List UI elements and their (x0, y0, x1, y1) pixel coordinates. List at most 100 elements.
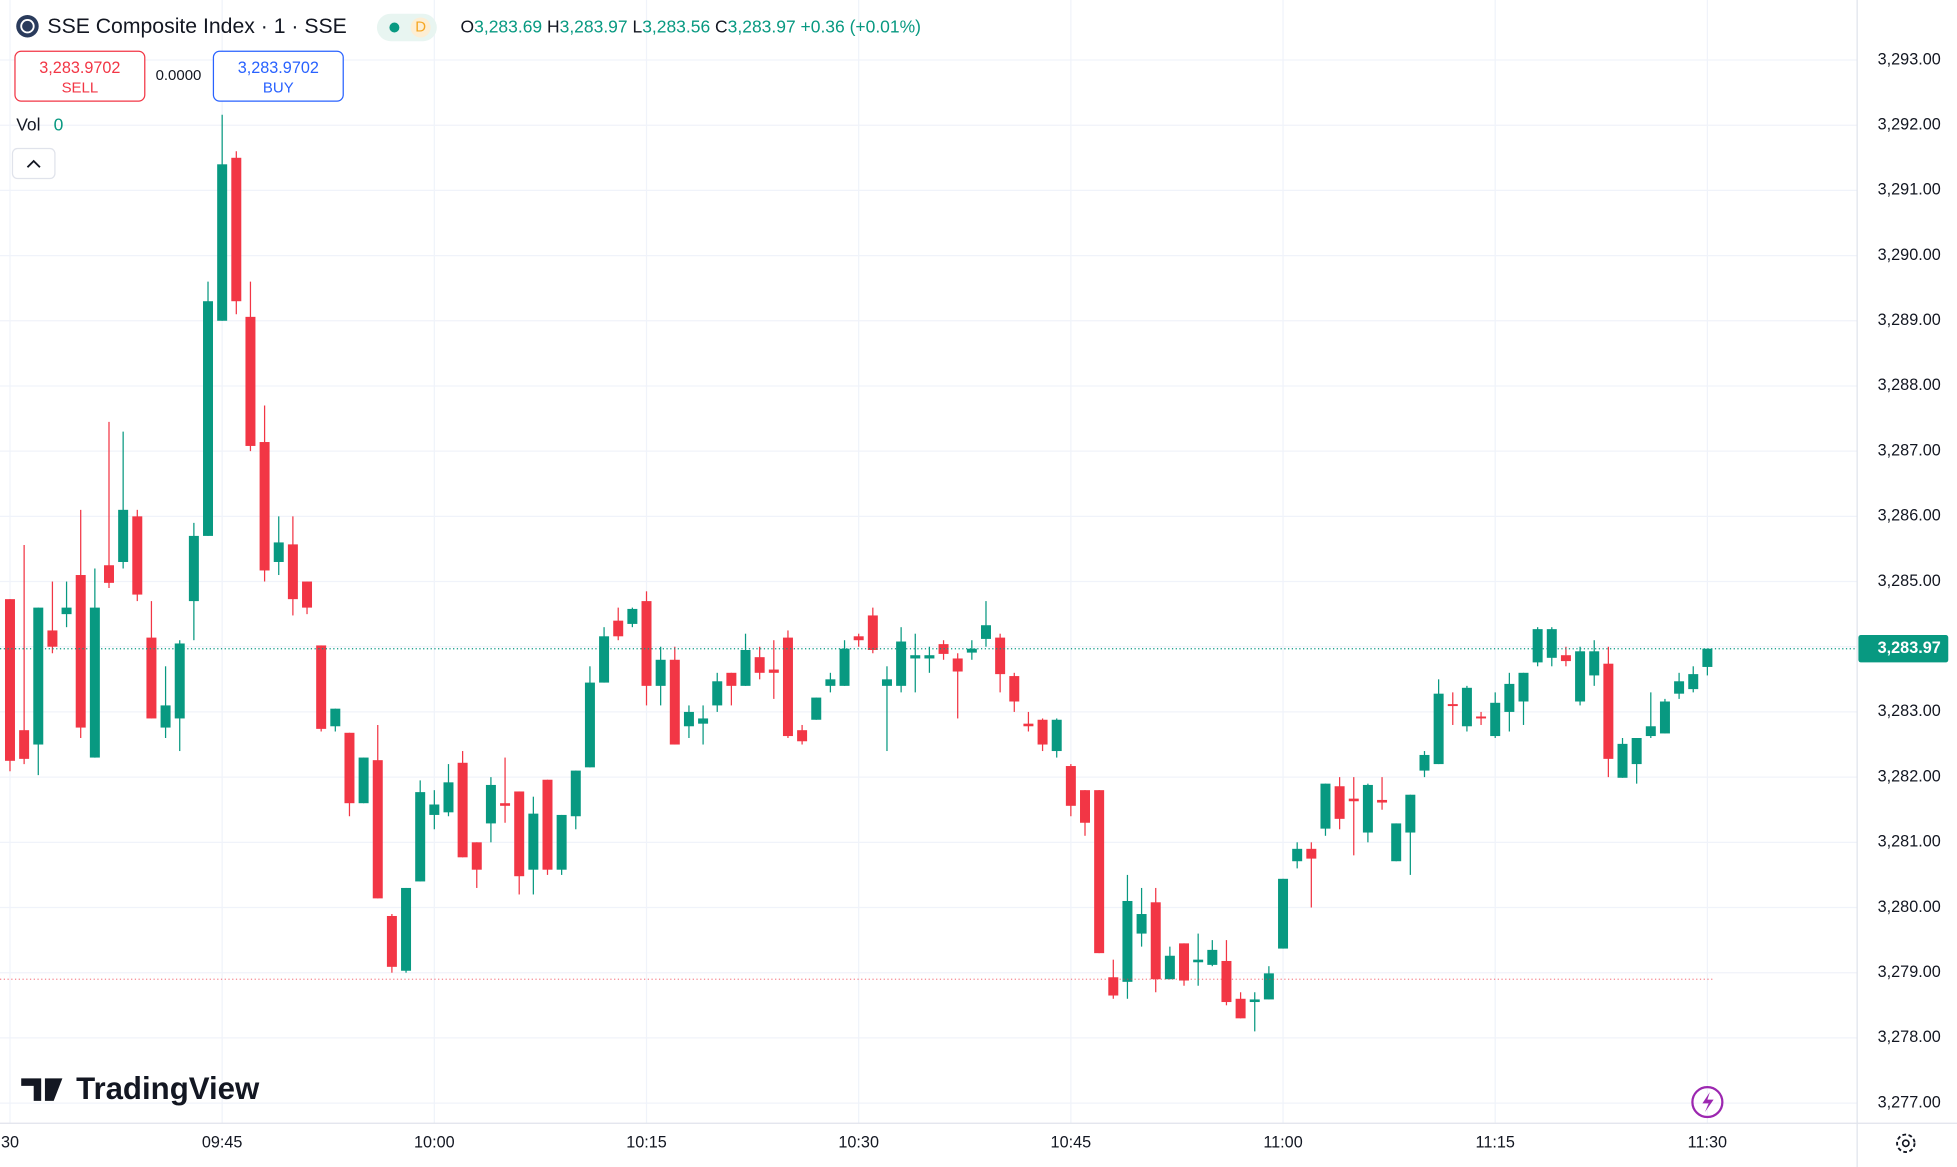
candle-body (627, 608, 638, 624)
candle-body (924, 655, 935, 659)
last-price-box (1858, 634, 1949, 663)
candle-body (358, 757, 369, 804)
candle-body (1518, 672, 1529, 702)
candle-body (995, 637, 1006, 675)
candle-body (1292, 848, 1303, 862)
spread: 0.0000 (156, 67, 202, 84)
x-tick-label: 30 (1, 1134, 19, 1152)
ohlc-key: C (715, 16, 728, 36)
sell-price: 3,283.9702 (39, 59, 120, 77)
candle-body (4, 599, 15, 761)
y-tick-label: 3,280.00 (1878, 898, 1941, 916)
candle-body (584, 682, 595, 768)
candle-body (1688, 674, 1699, 690)
candle-body (768, 669, 779, 673)
volume-value: 0 (54, 115, 64, 135)
candle-body (75, 575, 86, 728)
candle-body (471, 842, 482, 870)
symbol-title[interactable]: SSE Composite Index · 1 · SSE (47, 15, 346, 38)
candle-body (160, 705, 171, 728)
candle-body (797, 730, 808, 742)
candle-body (302, 581, 313, 608)
candle-body (514, 791, 525, 877)
ohlc-value: 3,283.69 (474, 16, 542, 36)
candle-body (1136, 914, 1147, 934)
candle-body (740, 649, 751, 686)
candle-body (33, 607, 44, 745)
candle-body (1320, 783, 1331, 829)
candle-body (443, 782, 454, 813)
candle-body (1546, 629, 1557, 658)
candle-body (273, 542, 284, 562)
candle-body (1080, 790, 1090, 823)
candle-body (867, 615, 878, 650)
y-tick-label: 3,282.00 (1878, 767, 1941, 785)
symbol-icon-inner (20, 19, 35, 34)
candle-body (500, 803, 511, 806)
candle-body (1377, 799, 1388, 803)
candle-body (825, 679, 836, 686)
y-tick-label: 3,292.00 (1878, 115, 1941, 133)
candle-body (1589, 651, 1600, 676)
buy-button[interactable] (212, 50, 344, 102)
y-tick-label: 3,287.00 (1878, 441, 1941, 459)
collapse-icon (26, 159, 41, 168)
candle-body (1122, 900, 1133, 982)
candle-body (1575, 651, 1586, 702)
collapse-button[interactable] (11, 147, 56, 180)
candle-body (1461, 687, 1472, 727)
ohlc-value: 3,283.97 (728, 16, 796, 36)
candle-body (1419, 754, 1430, 771)
candle-body (1617, 743, 1628, 778)
candle-body (980, 625, 991, 639)
y-tick-label: 3,286.00 (1878, 507, 1941, 525)
candle-body (61, 607, 72, 615)
candle-body (669, 659, 680, 745)
candle-body (485, 784, 496, 824)
candle-body (1645, 726, 1656, 737)
last-price-label: 3,283.97 (1878, 639, 1941, 657)
candle-body (47, 630, 58, 647)
ohlc-legend: O3,283.69 H3,283.97 L3,283.56 C3,283.97 … (461, 16, 921, 36)
candle-body (146, 637, 157, 719)
candle-body (344, 732, 355, 804)
candle-body (683, 711, 694, 727)
alert-icon[interactable] (1691, 1085, 1724, 1119)
candle-body (1532, 629, 1543, 663)
x-tick-label: 11:30 (1688, 1134, 1727, 1152)
y-tick-label: 3,279.00 (1878, 963, 1941, 981)
badge: D (415, 18, 426, 35)
candle-body (1702, 648, 1713, 667)
candle-body (754, 657, 765, 673)
candle-body (1476, 716, 1487, 719)
candle-body (726, 672, 737, 686)
candle-body (811, 697, 822, 720)
candle-body (1306, 848, 1317, 859)
buy-price: 3,283.9702 (238, 59, 319, 77)
candle-body (330, 708, 341, 727)
candle-body (1334, 786, 1345, 819)
candle-body (1362, 784, 1373, 833)
candle-body (217, 164, 228, 321)
sell-button[interactable] (14, 50, 146, 102)
candle-body (1193, 959, 1204, 963)
x-tick-label: 10:00 (414, 1134, 455, 1152)
candle-body (104, 565, 114, 583)
x-tick-label: 10:45 (1051, 1134, 1092, 1152)
candle-body (839, 648, 850, 686)
candle-body (1278, 878, 1289, 949)
candle-body (1263, 973, 1274, 1000)
brand-name[interactable]: TradingView (76, 1071, 260, 1106)
candle-body (1108, 977, 1119, 996)
candle-body (1348, 798, 1359, 802)
x-tick-label: 11:00 (1263, 1134, 1302, 1152)
volume-label: Vol (16, 115, 40, 135)
x-tick-label: 10:30 (838, 1134, 879, 1152)
candle-body (1433, 693, 1444, 765)
y-tick-label: 3,289.00 (1878, 311, 1941, 329)
y-tick-label: 3,278.00 (1878, 1028, 1941, 1046)
candle-body (1603, 663, 1614, 759)
candle-body (853, 636, 864, 641)
